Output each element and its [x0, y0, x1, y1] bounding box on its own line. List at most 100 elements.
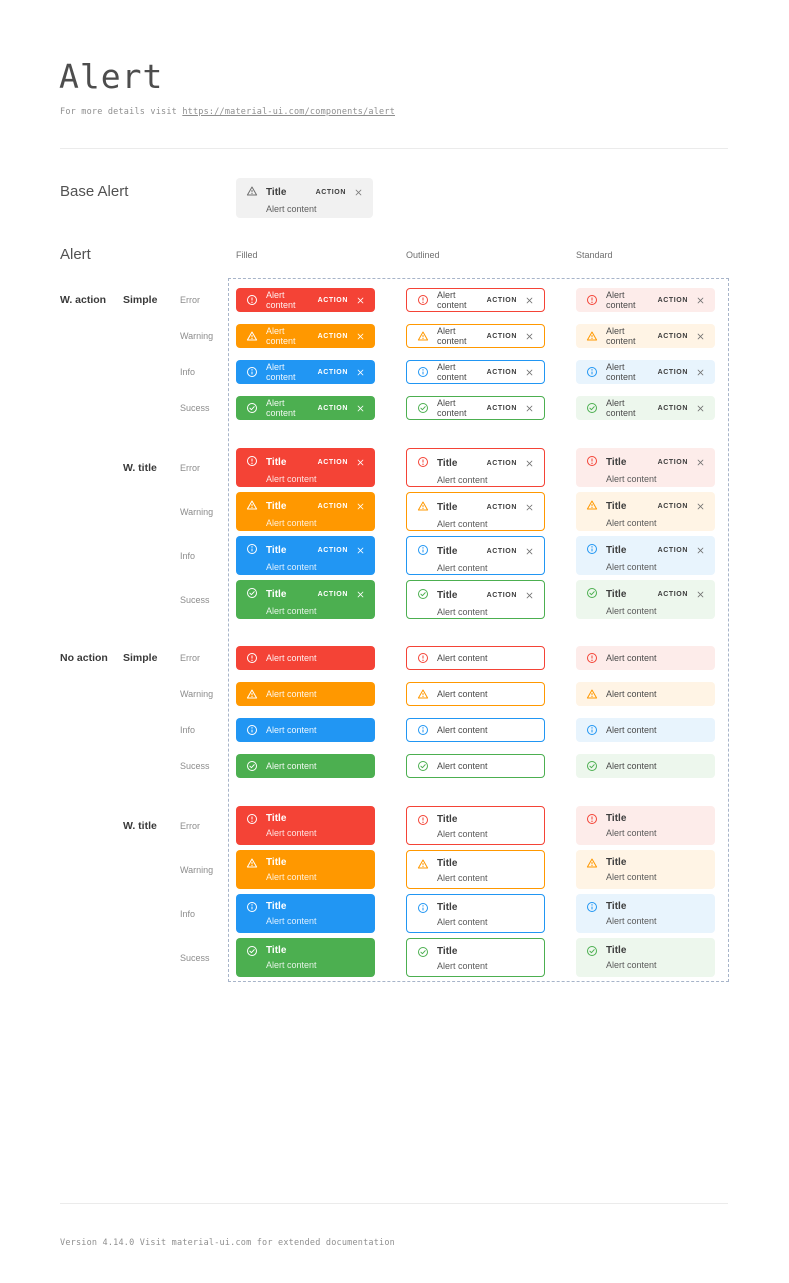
info-icon	[246, 543, 258, 555]
alerts-dashed-container	[228, 278, 729, 982]
error-icon	[246, 652, 258, 664]
action-button[interactable]: ACTION	[317, 503, 348, 510]
action-button[interactable]: ACTION	[486, 332, 517, 340]
alert-title: Title	[266, 901, 287, 912]
alert-content: Alert content	[266, 326, 296, 346]
action-button[interactable]: ACTION	[486, 404, 517, 412]
alert-content: Alert content	[606, 653, 657, 663]
action-button[interactable]: ACTION	[317, 547, 348, 554]
close-button[interactable]	[354, 185, 363, 200]
action-button[interactable]: ACTION	[317, 368, 348, 376]
close-button[interactable]	[525, 365, 534, 380]
alert-standard-warning: Alert content ACTION	[576, 324, 715, 348]
close-button[interactable]	[525, 544, 534, 559]
action-button[interactable]: ACTION	[657, 459, 688, 466]
action-button[interactable]: ACTION	[657, 296, 688, 304]
success-icon	[586, 945, 598, 957]
close-button[interactable]	[696, 455, 705, 470]
alert-content: Alert content	[437, 607, 488, 617]
close-icon	[696, 293, 705, 308]
close-icon	[525, 544, 534, 559]
subgroup-label-w-title: W. title	[123, 819, 157, 832]
action-button[interactable]: ACTION	[486, 368, 517, 376]
alert-title: Title	[266, 187, 287, 198]
action-button[interactable]: ACTION	[486, 548, 517, 555]
close-button[interactable]	[525, 401, 534, 416]
success-icon	[417, 588, 429, 600]
close-button[interactable]	[356, 329, 365, 344]
alert-standard-success: Alert content ACTION	[576, 396, 715, 420]
action-button[interactable]: ACTION	[486, 296, 517, 304]
action-button[interactable]: ACTION	[486, 592, 517, 599]
alert-outlined-success: Alert content	[406, 754, 545, 778]
alert-title: Title	[606, 901, 627, 912]
alert-title: Title	[437, 590, 458, 601]
close-button[interactable]	[696, 401, 705, 416]
alert-content: Alert content	[266, 916, 317, 926]
alert-title: Title	[606, 545, 627, 556]
page-title: Alert	[59, 57, 164, 96]
close-button[interactable]	[696, 329, 705, 344]
action-button[interactable]: ACTION	[317, 459, 348, 466]
close-button[interactable]	[356, 293, 365, 308]
info-icon	[417, 902, 429, 914]
close-button[interactable]	[696, 543, 705, 558]
action-button[interactable]: ACTION	[657, 547, 688, 554]
close-button[interactable]	[696, 499, 705, 514]
action-button[interactable]: ACTION	[317, 404, 348, 412]
alert-outlined-error: Alert content ACTION	[406, 288, 545, 312]
warning-icon	[586, 499, 598, 511]
action-button[interactable]: ACTION	[317, 296, 348, 304]
alert-outlined-error: Title ACTION Alert content	[406, 448, 545, 487]
success-icon	[246, 945, 258, 957]
alert-content: Alert content	[266, 606, 317, 616]
alert-standard-success: Title ACTION Alert content	[576, 580, 715, 619]
close-button[interactable]	[696, 587, 705, 602]
action-button[interactable]: ACTION	[317, 591, 348, 598]
alert-outlined-info: Title ACTION Alert content	[406, 536, 545, 575]
action-button[interactable]: ACTION	[486, 504, 517, 511]
action-button[interactable]: ACTION	[657, 591, 688, 598]
action-button[interactable]: ACTION	[317, 332, 348, 340]
action-button[interactable]: ACTION	[657, 404, 688, 412]
action-button[interactable]: ACTION	[315, 189, 346, 196]
close-button[interactable]	[525, 293, 534, 308]
warning-icon	[586, 688, 598, 700]
close-button[interactable]	[356, 543, 365, 558]
alert-outlined-error: Alert content	[406, 646, 545, 670]
close-icon	[525, 500, 534, 515]
close-button[interactable]	[696, 293, 705, 308]
close-button[interactable]	[696, 365, 705, 380]
close-button[interactable]	[525, 588, 534, 603]
close-button[interactable]	[356, 499, 365, 514]
alert-content: Alert content	[606, 916, 657, 926]
group-label-no-action: No action	[60, 652, 108, 664]
subtitle-link[interactable]: https://material-ui.com/components/alert	[182, 107, 396, 117]
alert-content: Alert content	[606, 606, 657, 616]
close-button[interactable]	[356, 455, 365, 470]
alert-title: Title	[437, 946, 458, 957]
alert-content: Alert content	[437, 563, 488, 573]
action-button[interactable]: ACTION	[657, 332, 688, 340]
close-button[interactable]	[525, 500, 534, 515]
close-icon	[356, 401, 365, 416]
warning-icon	[246, 330, 258, 342]
close-button[interactable]	[525, 456, 534, 471]
close-button[interactable]	[356, 587, 365, 602]
alert-filled-error: Alert content ACTION	[236, 288, 375, 312]
severity-label-warning: Warning	[180, 506, 214, 517]
action-button[interactable]: ACTION	[657, 368, 688, 376]
error-icon	[246, 813, 258, 825]
alert-content: Alert content	[266, 474, 317, 484]
alert-standard-error: Title Alert content	[576, 806, 715, 845]
top-divider	[60, 148, 728, 149]
success-icon	[417, 760, 429, 772]
close-button[interactable]	[356, 401, 365, 416]
close-button[interactable]	[525, 329, 534, 344]
alert-standard-warning: Title ACTION Alert content	[576, 492, 715, 531]
warning-icon	[246, 688, 258, 700]
close-button[interactable]	[356, 365, 365, 380]
info-icon	[246, 366, 258, 378]
action-button[interactable]: ACTION	[486, 460, 517, 467]
action-button[interactable]: ACTION	[657, 503, 688, 510]
